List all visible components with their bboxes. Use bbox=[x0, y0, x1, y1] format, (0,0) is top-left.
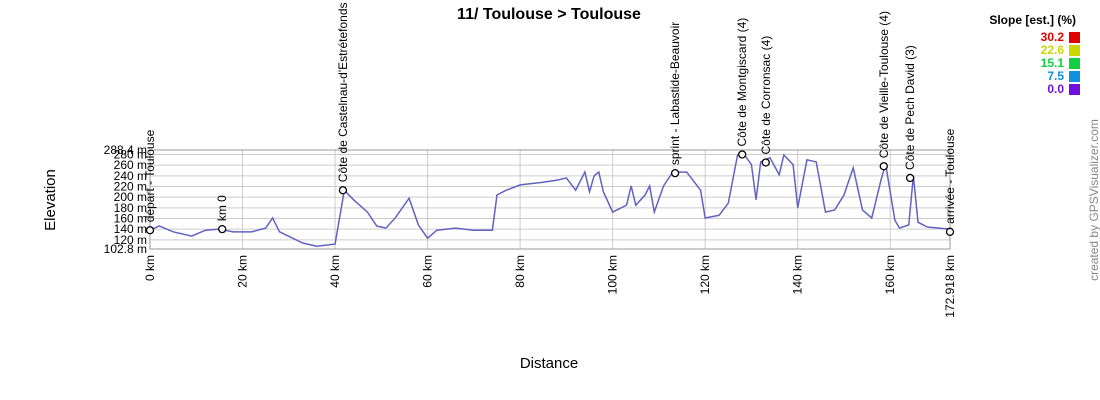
y-tick-label: 260 m bbox=[114, 158, 147, 172]
waypoint-marker bbox=[761, 158, 770, 167]
legend-swatch bbox=[1069, 71, 1080, 82]
y-tick-label: 140 m bbox=[114, 222, 147, 236]
waypoint-label: départ - Toulouse bbox=[143, 129, 157, 222]
waypoint-marker bbox=[670, 168, 680, 178]
x-tick-label: 60 km bbox=[421, 255, 435, 288]
waypoint-label: sprint - Labastide-Beauvoir bbox=[668, 22, 682, 165]
y-tick-label: 160 m bbox=[114, 211, 147, 225]
x-tick-label: 160 km bbox=[883, 255, 897, 294]
waypoint-marker bbox=[945, 227, 955, 236]
x-tick-label: 40 km bbox=[328, 255, 342, 288]
waypoint-label: Côte de Castelnau-d'Estrétefonds bbox=[336, 2, 350, 182]
legend-title: Slope [est.] (%) bbox=[989, 13, 1076, 27]
waypoint-marker bbox=[338, 186, 348, 195]
x-tick-label: 120 km bbox=[698, 255, 712, 294]
y-tick-label: 240 m bbox=[114, 169, 147, 183]
waypoint-label: km 0 bbox=[215, 195, 229, 221]
y-tick-label: 102.8 m bbox=[104, 242, 147, 256]
y-tick-label: 280 m bbox=[114, 147, 147, 161]
plot-frame bbox=[149, 149, 951, 250]
legend-label: 0.0 bbox=[1047, 82, 1064, 96]
elevation-line bbox=[149, 150, 951, 247]
x-tick-label: 20 km bbox=[236, 255, 250, 288]
waypoint-label: Côte de Pech David (3) bbox=[903, 45, 917, 170]
y-tick-label: 288.4 m bbox=[104, 143, 147, 157]
x-tick-label: 172.918 km bbox=[943, 255, 957, 318]
legend-swatch bbox=[1069, 45, 1080, 56]
y-tick-label: 120 m bbox=[114, 233, 147, 247]
x-tick-label: 80 km bbox=[513, 255, 527, 288]
x-tick-label: 100 km bbox=[606, 255, 620, 294]
legend-label: 7.5 bbox=[1047, 69, 1064, 83]
y-tick-label: 200 m bbox=[114, 190, 147, 204]
waypoint-label: Côte de Vieille-Toulouse (4) bbox=[877, 11, 891, 158]
waypoint-marker bbox=[905, 173, 915, 183]
x-axis-label: Distance bbox=[520, 355, 578, 372]
legend-label: 15.1 bbox=[1041, 56, 1065, 70]
waypoint-label: Côte de Corronsac (4) bbox=[759, 36, 773, 155]
waypoint-label: Côte de Montgiscard (4) bbox=[735, 18, 749, 147]
watermark: created by GPSVisualizer.com bbox=[1087, 119, 1100, 281]
legend-swatch bbox=[1069, 84, 1080, 95]
waypoint-marker bbox=[145, 226, 155, 235]
y-axis-label: Elevation bbox=[42, 169, 59, 231]
legend-swatch bbox=[1069, 58, 1080, 69]
legend-label: 30.2 bbox=[1041, 30, 1065, 44]
y-tick-label: 180 m bbox=[114, 201, 147, 215]
chart-title: 11/ Toulouse > Toulouse bbox=[457, 6, 641, 23]
waypoint-marker bbox=[738, 150, 747, 159]
x-tick-label: 140 km bbox=[791, 255, 805, 294]
x-tick-label: 0 km bbox=[143, 255, 157, 281]
legend-label: 22.6 bbox=[1041, 43, 1065, 57]
waypoint-label: arrivée - Toulouse bbox=[943, 128, 957, 223]
legend-swatch bbox=[1069, 32, 1080, 43]
y-tick-label: 220 m bbox=[114, 179, 147, 193]
waypoint-marker bbox=[218, 225, 227, 234]
waypoint-marker bbox=[879, 162, 888, 171]
